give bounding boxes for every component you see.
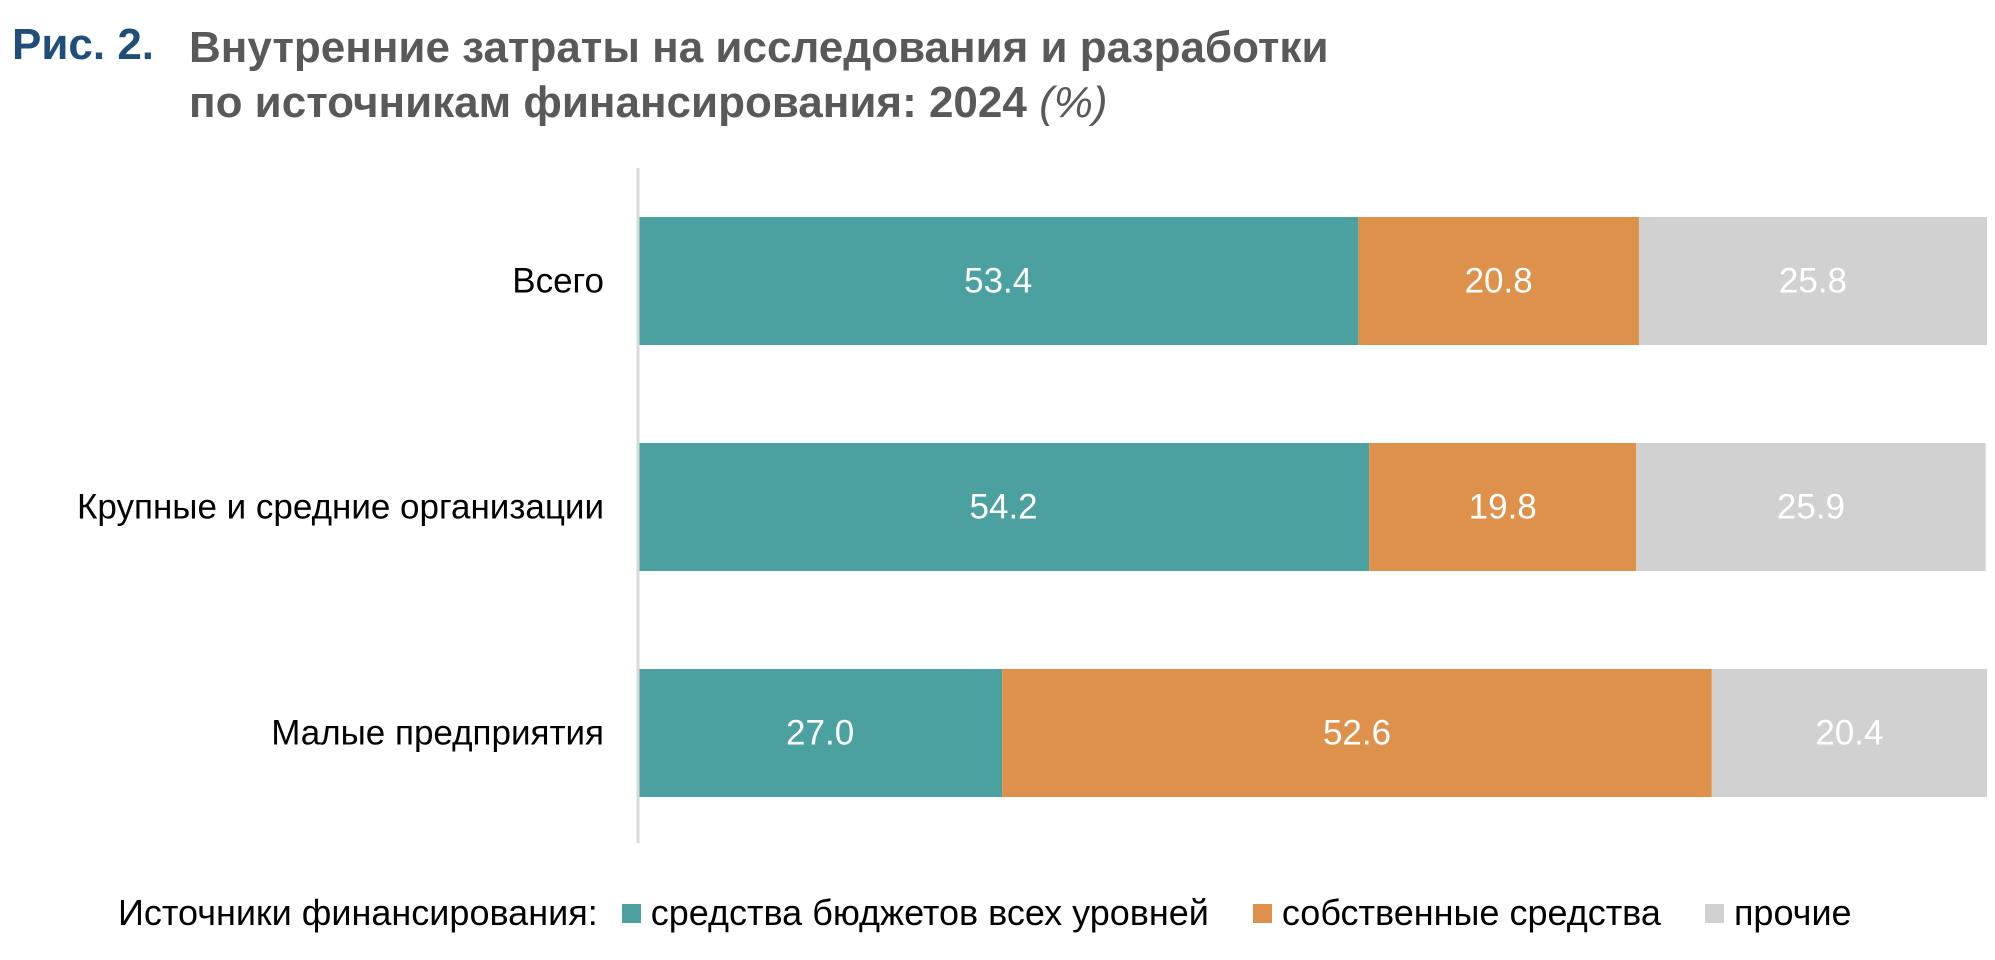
bar-segment-Всего-0	[638, 217, 1359, 345]
data-label-Крупные-и-средние-организации-1: 19.8	[1469, 488, 1537, 527]
category-label-0: Всего	[512, 262, 604, 301]
legend-label-0: средства бюджетов всех уровней	[650, 892, 1209, 933]
category-label-2: Малые предприятия	[271, 714, 604, 753]
chart-title-unit: (%)	[1039, 78, 1108, 127]
bar-segment-Всего-2	[1638, 217, 1987, 345]
data-label-Крупные-и-средние-организации-0: 54.2	[970, 488, 1038, 527]
data-label-Малые-предприятия-1: 52.6	[1323, 714, 1391, 753]
legend-swatch-1	[1252, 903, 1272, 923]
bar-segment-Малые-предприятия-2	[1711, 669, 1987, 797]
bar-segment-Крупные-и-средние-организации-0	[638, 443, 1370, 571]
bar-segment-Малые-предприятия-1	[1002, 669, 1712, 797]
figure-number: Рис. 2.	[12, 20, 155, 69]
data-label-Крупные-и-средние-организации-2: 25.9	[1777, 488, 1845, 527]
bar-segment-Малые-предприятия-0	[638, 669, 1003, 797]
data-label-Всего-0: 53.4	[964, 262, 1032, 301]
legend-label-2: прочие	[1733, 892, 1852, 933]
bar-segment-Крупные-и-средние-организации-2	[1636, 443, 1986, 571]
legend-label-1: собственные средства	[1281, 892, 1661, 933]
bar-segment-Крупные-и-средние-организации-1	[1369, 443, 1637, 571]
legend-item-0: средства бюджетов всех уровней	[621, 892, 1209, 934]
chart-title: Внутренние затраты на исследования и раз…	[189, 20, 1329, 130]
chart-title-line1: Внутренние затраты на исследования и раз…	[189, 23, 1329, 72]
stacked-bar-chart: Всего 53.4 20.8 25.8 Крупные и средние орган…	[77, 168, 1987, 843]
bar-segment-Всего-1	[1358, 217, 1639, 345]
legend-item-1: собственные средства	[1252, 892, 1661, 934]
chart-title-line2-text: по источникам финансирования: 2024	[189, 78, 1027, 127]
legend-swatch-0	[621, 903, 641, 923]
data-label-Всего-1: 20.8	[1465, 262, 1533, 301]
legend-item-2: прочие	[1704, 892, 1852, 934]
legend-swatch-2	[1704, 903, 1724, 923]
data-label-Малые-предприятия-2: 20.4	[1815, 714, 1883, 753]
data-label-Малые-предприятия-0: 27.0	[786, 714, 854, 753]
chart-legend: Источники финансирования: средства бюдже…	[118, 888, 1896, 938]
data-label-Всего-2: 25.8	[1779, 262, 1847, 301]
legend-prefix: Источники финансирования:	[118, 892, 598, 933]
chart-title-line2: по источникам финансирования: 2024 (%)	[189, 75, 1329, 130]
category-label-1: Крупные и средние организации	[77, 488, 604, 527]
